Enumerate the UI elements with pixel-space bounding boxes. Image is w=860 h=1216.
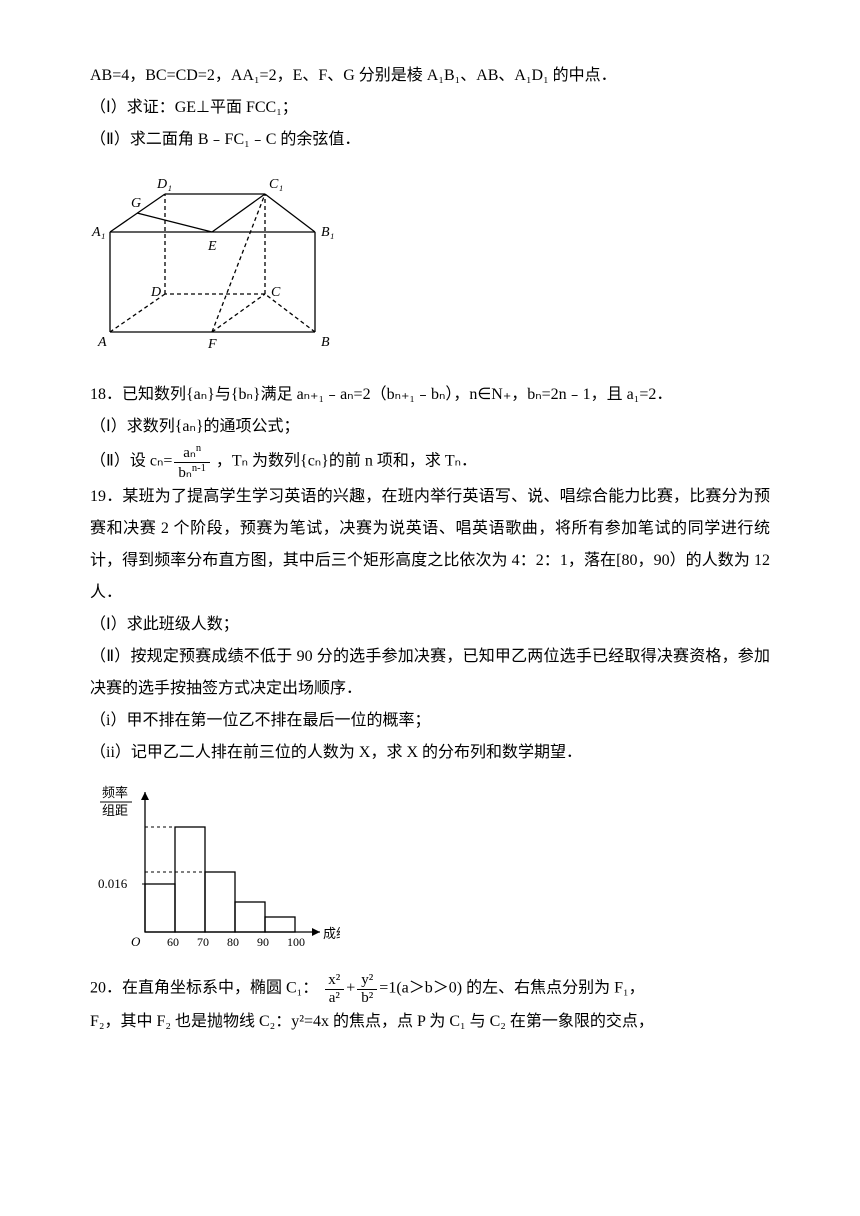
svg-text:D₁: D₁	[156, 177, 172, 192]
svg-text:E: E	[207, 239, 217, 254]
svg-text:C: C	[271, 285, 281, 300]
svg-text:70: 70	[197, 935, 209, 949]
svg-text:B₁: B₁	[321, 225, 334, 240]
svg-text:100: 100	[287, 935, 305, 949]
svg-text:D: D	[150, 285, 161, 300]
p19-histogram: 频率组距成绩 O 0.016 60 70 80 90 100	[90, 777, 770, 964]
svg-text:60: 60	[167, 935, 179, 949]
svg-text:0.016: 0.016	[98, 876, 128, 891]
p20-line1: 20．在直角坐标系中，椭圆 C₁： x² a² + y² b² =1(a＞b＞0…	[90, 972, 770, 1006]
p20-line1a: 20．在直角坐标系中，椭圆 C₁：	[90, 980, 318, 997]
p17-line1: AB=4，BC=CD=2，AA₁=2，E、F、G 分别是棱 A₁B₁、AB、A₁…	[90, 60, 770, 92]
p18-line2: （Ⅰ）求数列{aₙ}的通项公式；	[90, 411, 770, 443]
svg-text:C₁: C₁	[269, 177, 283, 192]
svg-text:成绩: 成绩	[323, 926, 340, 941]
svg-text:80: 80	[227, 935, 239, 949]
p18-line1: 18．已知数列{aₙ}与{bₙ}满足 aₙ₊₁﹣aₙ=2（bₙ₊₁﹣bₙ），n∈…	[90, 379, 770, 411]
p20-formula-frac2: y² b²	[357, 972, 377, 1006]
p20-formula-frac1: x² a²	[324, 972, 344, 1006]
p20-line1b: 的左、右焦点分别为 F₁，	[466, 980, 644, 997]
p17-line2: （Ⅰ）求证：GE⊥平面 FCC₁；	[90, 92, 770, 124]
p18-formula-frac: aₙn bₙn-1	[174, 443, 209, 481]
svg-text:90: 90	[257, 935, 269, 949]
p19-line2: （Ⅰ）求此班级人数；	[90, 609, 770, 641]
p18-line3: （Ⅱ）设 cₙ= aₙn bₙn-1 ，Tₙ 为数列{cₙ}的前 n 项和，求 …	[90, 443, 770, 481]
p18-formula-lhs: cₙ=	[150, 453, 173, 470]
p19-line1: 19．某班为了提高学生学习英语的兴趣，在班内举行英语写、说、唱综合能力比赛，比赛…	[90, 481, 770, 609]
svg-text:频率: 频率	[102, 785, 128, 800]
p20-formula-plus: +	[346, 980, 355, 997]
svg-text:B: B	[321, 335, 330, 350]
p19-line5: （ii）记甲乙二人排在前三位的人数为 X，求 X 的分布列和数学期望．	[90, 737, 770, 769]
p17-prism-diagram: A B F A₁ B₁ D C D₁ C₁ E G	[90, 164, 770, 371]
p19-line4: （i）甲不排在第一位乙不排在最后一位的概率；	[90, 705, 770, 737]
svg-text:A: A	[97, 335, 107, 350]
svg-text:F: F	[207, 337, 217, 352]
svg-text:O: O	[131, 934, 141, 949]
p17-line3: （Ⅱ）求二面角 B﹣FC₁﹣C 的余弦值．	[90, 124, 770, 156]
p18-line3b: ，Tₙ 为数列{cₙ}的前 n 项和，求 Tₙ．	[216, 453, 477, 470]
p18-line3a: （Ⅱ）设	[90, 453, 146, 470]
svg-text:A₁: A₁	[91, 225, 105, 240]
svg-text:组距: 组距	[102, 803, 128, 818]
p20-formula-eq: =1(a＞b＞0)	[379, 980, 462, 997]
p19-line3: （Ⅱ）按规定预赛成绩不低于 90 分的选手参加决赛，已知甲乙两位选手已经取得决赛…	[90, 641, 770, 705]
p20-line2: F₂，其中 F₂ 也是抛物线 C₂：y²=4x 的焦点，点 P 为 C₁ 与 C…	[90, 1006, 770, 1038]
svg-text:G: G	[131, 196, 141, 211]
